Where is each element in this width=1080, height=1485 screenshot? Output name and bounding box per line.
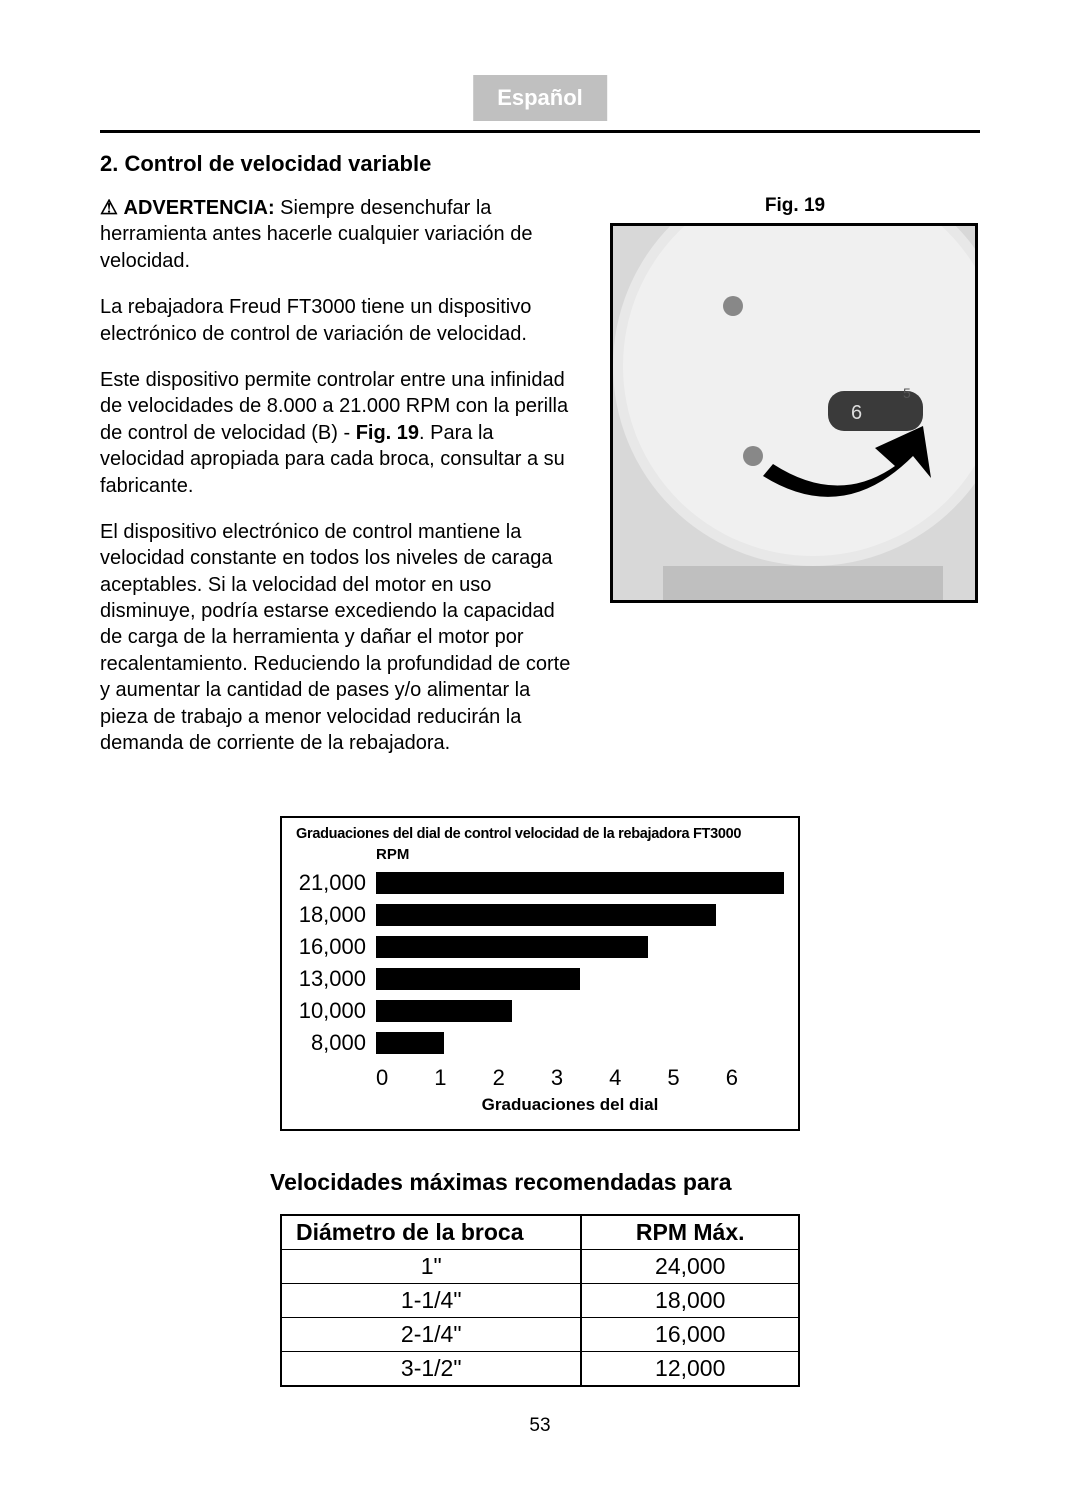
svg-text:6: 6 [851, 402, 862, 424]
chart-y-header: RPM [376, 846, 784, 863]
cell-rpm: 24,000 [581, 1250, 799, 1284]
p2a: Este dispositivo permite controlar entre… [100, 369, 568, 444]
paragraph-1: La rebajadora Freud FT3000 tiene un disp… [100, 294, 582, 347]
chart-rows: 21,000 18,000 16,000 13,000 10,000 8,000 [296, 867, 784, 1059]
y-label: 18,000 [296, 902, 376, 928]
page-number: 53 [529, 1415, 550, 1437]
figure-column: Fig. 19 6 5 [610, 195, 980, 776]
y-label: 8,000 [296, 1030, 376, 1056]
cell-rpm: 16,000 [581, 1318, 799, 1352]
bar-track [376, 1032, 784, 1054]
chart-title: Graduaciones del dial de control velocid… [296, 826, 784, 842]
cell-diameter: 3-1/2" [281, 1352, 581, 1387]
chart-row: 10,000 [296, 995, 784, 1027]
x-tick: 1 [434, 1065, 492, 1091]
two-column-layout: ⚠ ADVERTENCIA: Siempre desenchufar la he… [100, 195, 980, 776]
chart-row: 21,000 [296, 867, 784, 899]
bar [376, 872, 784, 894]
bar [376, 1000, 512, 1022]
cell-rpm: 12,000 [581, 1352, 799, 1387]
chart-row: 18,000 [296, 899, 784, 931]
cell-diameter: 2-1/4" [281, 1318, 581, 1352]
chart-row: 13,000 [296, 963, 784, 995]
y-label: 16,000 [296, 934, 376, 960]
chart-row: 8,000 [296, 1027, 784, 1059]
svg-text:5: 5 [903, 385, 911, 401]
table-row: 1-1/4"18,000 [281, 1284, 799, 1318]
table-row: 2-1/4"16,000 [281, 1318, 799, 1352]
figure-label: Fig. 19 [610, 195, 980, 217]
cell-rpm: 18,000 [581, 1284, 799, 1318]
warning-label: ADVERTENCIA: [124, 197, 275, 219]
bar-track [376, 968, 784, 990]
section-title: 2. Control de velocidad variable [100, 151, 980, 177]
x-tick: 2 [493, 1065, 551, 1091]
cell-diameter: 1-1/4" [281, 1284, 581, 1318]
rpm-chart: Graduaciones del dial de control velocid… [280, 816, 800, 1131]
text-column: ⚠ ADVERTENCIA: Siempre desenchufar la he… [100, 195, 582, 776]
warning-icon: ⚠ [100, 197, 118, 219]
bar-track [376, 904, 784, 926]
x-tick: 3 [551, 1065, 609, 1091]
col-diameter: Diámetro de la broca [281, 1215, 581, 1250]
bar [376, 936, 648, 958]
x-tick: 0 [376, 1065, 434, 1091]
bar-track [376, 872, 784, 894]
router-illustration: 6 5 [613, 226, 978, 603]
cell-diameter: 1" [281, 1250, 581, 1284]
y-label: 13,000 [296, 966, 376, 992]
table-row: 3-1/2"12,000 [281, 1352, 799, 1387]
chart-x-label: Graduaciones del dial [356, 1095, 784, 1115]
bar [376, 904, 716, 926]
table-header-row: Diámetro de la broca RPM Máx. [281, 1215, 799, 1250]
table-row: 1"24,000 [281, 1250, 799, 1284]
bar-track [376, 1000, 784, 1022]
col-rpm: RPM Máx. [581, 1215, 799, 1250]
paragraph-2: Este dispositivo permite controlar entre… [100, 367, 582, 499]
x-tick: 6 [726, 1065, 784, 1091]
figure-19: 6 5 [610, 223, 978, 603]
x-tick: 5 [667, 1065, 725, 1091]
p2-fig-ref: Fig. 19 [356, 422, 419, 444]
recommended-speeds-title: Velocidades máximas recomendadas para [270, 1169, 980, 1196]
chart-area: 21,000 18,000 16,000 13,000 10,000 8,000 0123… [296, 867, 784, 1115]
bar [376, 968, 580, 990]
chart-x-axis: 0123456 [376, 1065, 784, 1091]
x-tick: 4 [609, 1065, 667, 1091]
y-label: 10,000 [296, 998, 376, 1024]
paragraph-3: El dispositivo electrónico de control ma… [100, 519, 582, 757]
language-tab: Español [473, 75, 607, 121]
chart-row: 16,000 [296, 931, 784, 963]
warning-paragraph: ⚠ ADVERTENCIA: Siempre desenchufar la he… [100, 195, 582, 274]
y-label: 21,000 [296, 870, 376, 896]
bar-track [376, 936, 784, 958]
rpm-table: Diámetro de la broca RPM Máx. 1"24,0001-… [280, 1214, 800, 1387]
bar [376, 1032, 444, 1054]
divider [100, 130, 980, 133]
